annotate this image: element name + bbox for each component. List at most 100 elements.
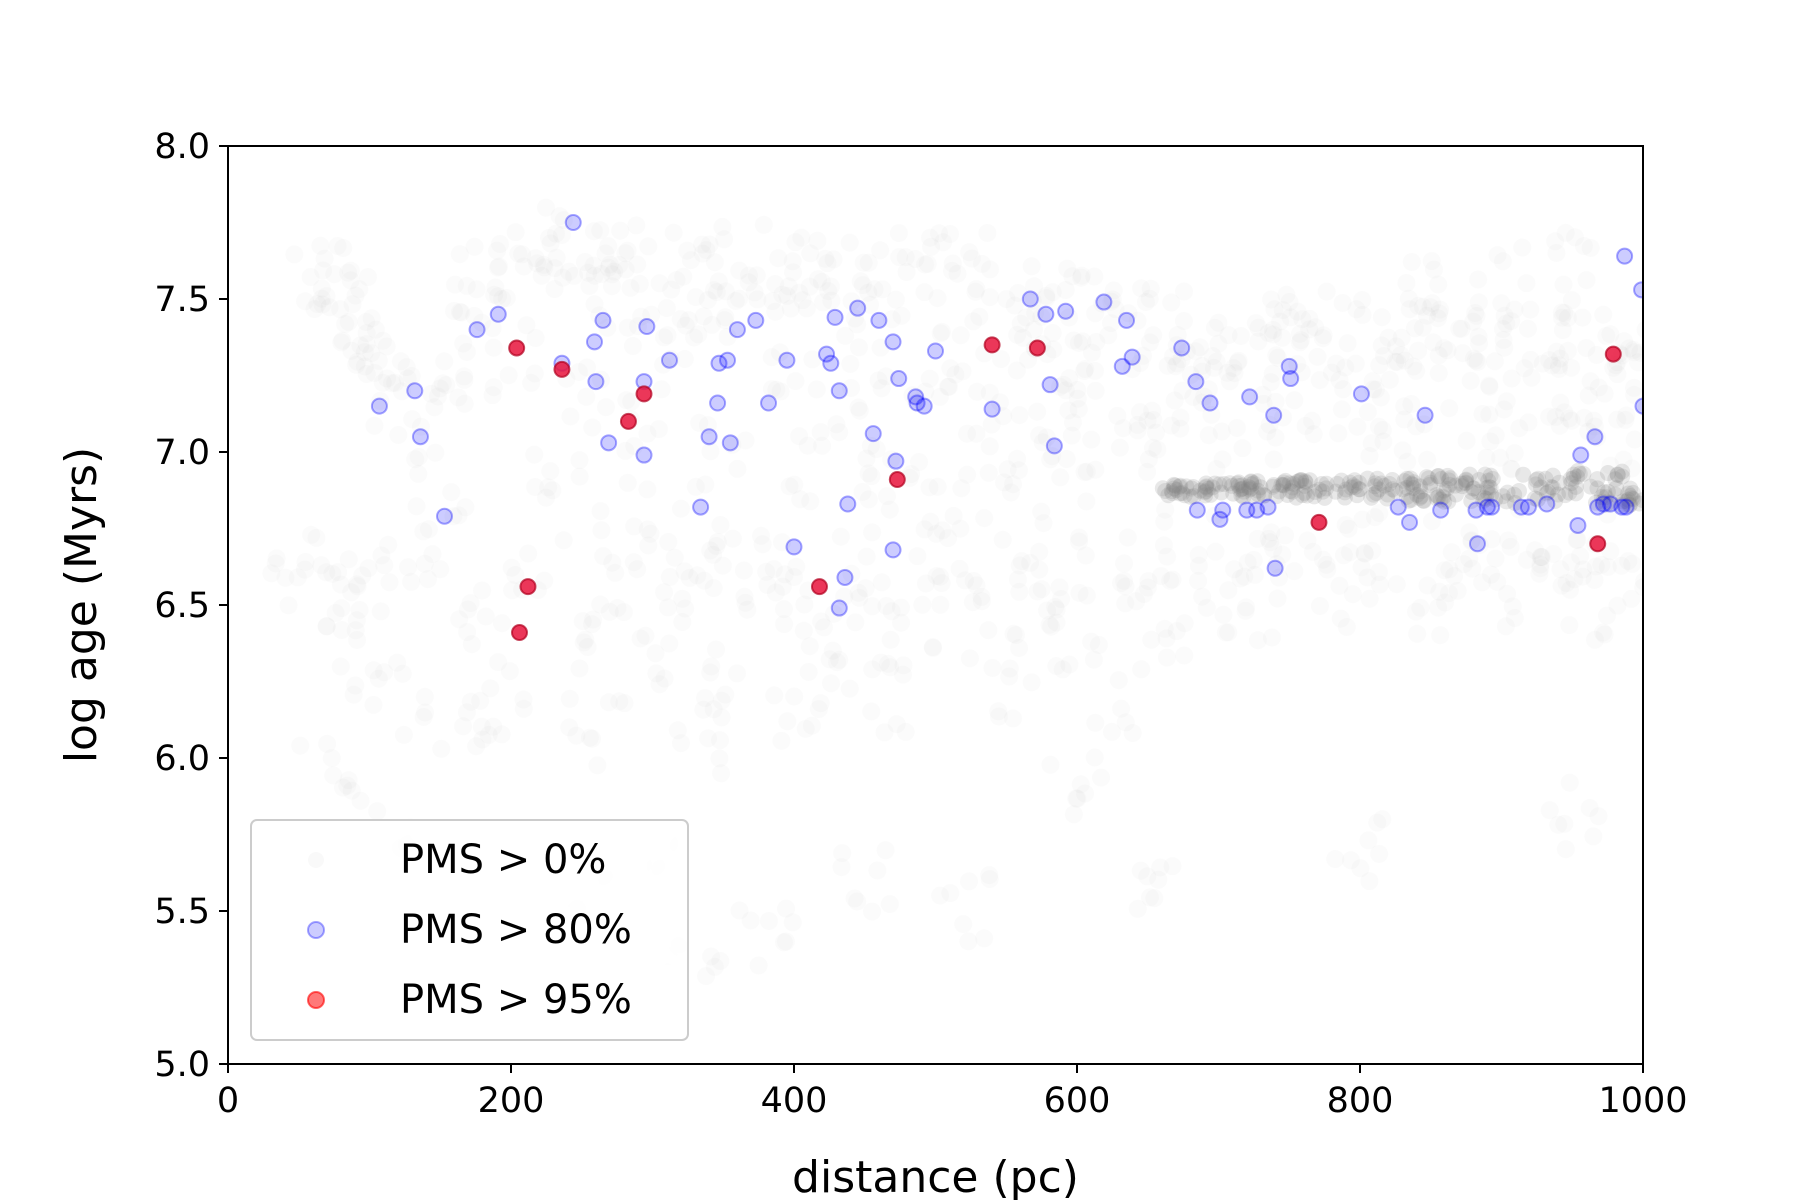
background-point <box>574 612 592 630</box>
background-point <box>1265 451 1283 469</box>
band-point <box>1359 470 1376 487</box>
legend-label: PMS > 80% <box>400 907 632 953</box>
band-point <box>1622 480 1639 497</box>
background-point <box>1353 558 1371 576</box>
pms80-point <box>1586 428 1604 446</box>
background-point <box>863 903 881 921</box>
band-point <box>1593 489 1610 506</box>
background-point <box>1513 239 1531 257</box>
background-point <box>503 559 521 577</box>
band-point <box>1607 486 1624 503</box>
band-point <box>1291 472 1308 489</box>
background-point <box>1190 557 1208 575</box>
band-point <box>1172 477 1189 494</box>
background-point <box>519 545 537 563</box>
band-point <box>1599 483 1616 500</box>
pms80-point <box>907 388 925 406</box>
background-point <box>932 324 950 342</box>
band-point <box>1418 469 1435 486</box>
band-point <box>1575 465 1592 482</box>
background-point <box>1044 324 1062 342</box>
background-point <box>1193 588 1211 606</box>
band-point <box>1482 479 1499 496</box>
band-point <box>1347 479 1364 496</box>
band-point <box>1457 474 1474 491</box>
band-point <box>1379 486 1396 503</box>
background-point <box>1549 816 1567 834</box>
background-point <box>1370 418 1388 436</box>
band-point <box>1527 476 1544 493</box>
background-point <box>1577 339 1595 357</box>
pms95-point <box>983 336 1001 354</box>
background-point <box>489 287 507 305</box>
band-point <box>1634 492 1643 509</box>
pms80-point <box>587 373 605 391</box>
pms80-point <box>927 342 944 360</box>
background-point <box>1360 447 1378 465</box>
background-point <box>800 663 818 681</box>
pms80-point <box>915 397 933 415</box>
background-point <box>1217 624 1235 642</box>
background-point <box>1517 274 1535 292</box>
background-point <box>943 262 961 280</box>
band-point <box>1563 475 1580 492</box>
background-point <box>507 223 525 241</box>
background-point <box>276 569 294 587</box>
band-point <box>1243 474 1260 491</box>
legend-label: PMS > 95% <box>400 977 632 1023</box>
background-point <box>740 267 758 285</box>
background-point <box>1388 575 1406 593</box>
background-point <box>1214 606 1232 624</box>
band-point <box>1185 488 1202 505</box>
background-point <box>639 237 657 255</box>
background-point <box>1087 382 1105 400</box>
background-point <box>1398 453 1416 471</box>
pms80-point <box>585 333 603 351</box>
band-point <box>1482 486 1499 503</box>
background-point <box>716 686 734 704</box>
background-point <box>567 727 585 745</box>
band-point <box>1479 484 1496 501</box>
pms95-point <box>508 339 526 357</box>
background-point <box>1326 850 1344 868</box>
band-point <box>1440 472 1457 489</box>
band-point <box>1250 486 1267 503</box>
pms80-point <box>839 495 857 513</box>
band-point <box>1245 475 1262 492</box>
band-point <box>1294 487 1311 504</box>
background-point <box>776 565 794 583</box>
background-point <box>702 947 720 965</box>
background-point <box>442 483 460 501</box>
background-point <box>466 238 484 256</box>
background-point <box>1344 585 1362 603</box>
background-point <box>703 316 721 334</box>
band-point <box>1587 494 1604 511</box>
background-point <box>592 502 610 520</box>
background-point <box>877 841 895 859</box>
band-point <box>1622 488 1639 505</box>
background-point <box>1132 660 1150 678</box>
background-point <box>1519 320 1537 338</box>
background-point <box>344 295 362 313</box>
y-tick-label: 5.5 <box>154 892 210 932</box>
band-point <box>1507 494 1524 511</box>
y-tick-label: 7.0 <box>154 433 210 473</box>
pms80-point <box>983 400 1001 418</box>
band-point <box>1597 489 1614 506</box>
background-point <box>1329 424 1347 442</box>
band-point <box>1625 491 1642 508</box>
background-point <box>416 555 434 573</box>
band-point <box>1297 473 1314 490</box>
pms80-point <box>836 568 854 586</box>
band-point <box>1174 485 1191 502</box>
background-point <box>588 756 606 774</box>
band-point <box>1229 475 1246 492</box>
background-point <box>1409 342 1427 360</box>
background-point <box>1030 426 1048 444</box>
band-point <box>1589 480 1606 497</box>
background-point <box>1060 656 1078 674</box>
background-point <box>1335 546 1353 564</box>
background-point <box>334 239 352 257</box>
background-point <box>1033 580 1051 598</box>
plot-inner <box>276 214 1643 965</box>
